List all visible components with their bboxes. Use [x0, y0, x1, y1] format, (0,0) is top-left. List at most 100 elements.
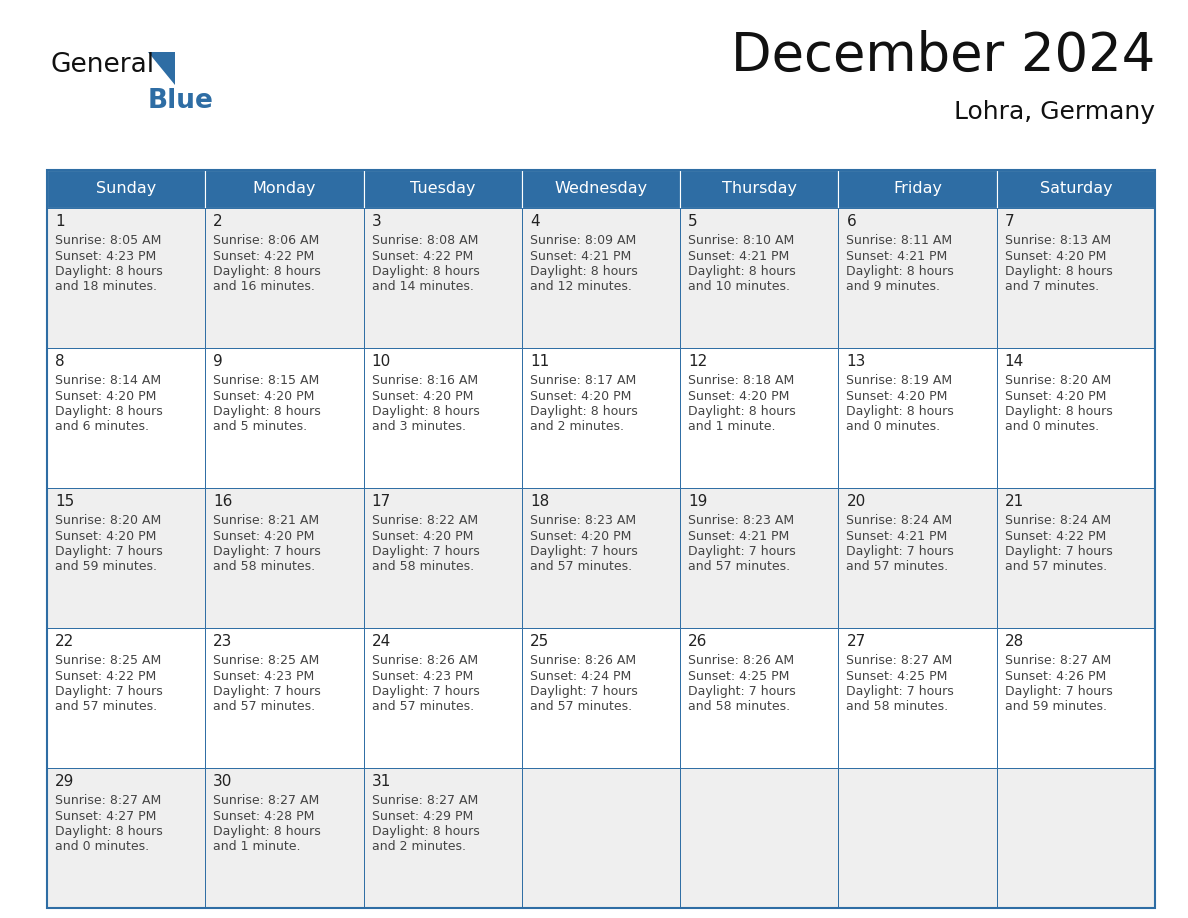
- Text: Sunset: 4:22 PM: Sunset: 4:22 PM: [55, 669, 157, 682]
- Text: 10: 10: [372, 354, 391, 369]
- Text: Sunrise: 8:26 AM: Sunrise: 8:26 AM: [688, 654, 795, 667]
- Text: 20: 20: [846, 494, 866, 509]
- Text: and 59 minutes.: and 59 minutes.: [1005, 700, 1107, 713]
- Bar: [206, 208, 364, 348]
- Text: Sunrise: 8:10 AM: Sunrise: 8:10 AM: [688, 234, 795, 247]
- Text: Friday: Friday: [893, 182, 942, 196]
- Text: 14: 14: [1005, 354, 1024, 369]
- Text: Daylight: 8 hours: Daylight: 8 hours: [530, 265, 638, 278]
- Text: Saturday: Saturday: [1040, 182, 1112, 196]
- Bar: [206, 170, 364, 208]
- Bar: [839, 208, 997, 348]
- Text: 30: 30: [214, 774, 233, 789]
- Text: Sunset: 4:20 PM: Sunset: 4:20 PM: [214, 530, 315, 543]
- Text: and 58 minutes.: and 58 minutes.: [846, 700, 948, 713]
- Text: 12: 12: [688, 354, 707, 369]
- Text: Daylight: 7 hours: Daylight: 7 hours: [55, 685, 163, 698]
- Bar: [681, 768, 839, 908]
- Text: Sunrise: 8:06 AM: Sunrise: 8:06 AM: [214, 234, 320, 247]
- Text: Sunset: 4:28 PM: Sunset: 4:28 PM: [214, 810, 315, 823]
- Bar: [997, 170, 1155, 208]
- Bar: [48, 170, 206, 208]
- Text: and 58 minutes.: and 58 minutes.: [372, 561, 474, 574]
- Bar: [48, 170, 1155, 908]
- Text: Sunset: 4:22 PM: Sunset: 4:22 PM: [1005, 530, 1106, 543]
- Text: and 57 minutes.: and 57 minutes.: [530, 561, 632, 574]
- Bar: [206, 628, 364, 768]
- Text: and 14 minutes.: and 14 minutes.: [372, 281, 474, 294]
- Text: Daylight: 8 hours: Daylight: 8 hours: [688, 405, 796, 418]
- Text: Sunset: 4:25 PM: Sunset: 4:25 PM: [846, 669, 948, 682]
- Bar: [681, 208, 839, 348]
- Text: Sunrise: 8:20 AM: Sunrise: 8:20 AM: [1005, 374, 1111, 387]
- Bar: [206, 488, 364, 628]
- Text: Daylight: 7 hours: Daylight: 7 hours: [846, 685, 954, 698]
- Text: and 0 minutes.: and 0 minutes.: [1005, 420, 1099, 433]
- Text: Sunrise: 8:26 AM: Sunrise: 8:26 AM: [530, 654, 636, 667]
- Text: December 2024: December 2024: [731, 30, 1155, 82]
- Text: and 1 minute.: and 1 minute.: [214, 841, 301, 854]
- Bar: [364, 628, 522, 768]
- Text: Sunset: 4:20 PM: Sunset: 4:20 PM: [1005, 389, 1106, 402]
- Bar: [206, 768, 364, 908]
- Text: Sunset: 4:20 PM: Sunset: 4:20 PM: [214, 389, 315, 402]
- Text: Sunset: 4:22 PM: Sunset: 4:22 PM: [372, 250, 473, 263]
- Text: Daylight: 8 hours: Daylight: 8 hours: [846, 405, 954, 418]
- Text: and 1 minute.: and 1 minute.: [688, 420, 776, 433]
- Text: Daylight: 7 hours: Daylight: 7 hours: [530, 685, 638, 698]
- Text: Sunrise: 8:17 AM: Sunrise: 8:17 AM: [530, 374, 636, 387]
- Text: Sunrise: 8:18 AM: Sunrise: 8:18 AM: [688, 374, 795, 387]
- Text: and 12 minutes.: and 12 minutes.: [530, 281, 632, 294]
- Text: and 57 minutes.: and 57 minutes.: [846, 561, 948, 574]
- Text: Tuesday: Tuesday: [410, 182, 475, 196]
- Bar: [839, 170, 997, 208]
- Text: Sunrise: 8:27 AM: Sunrise: 8:27 AM: [214, 794, 320, 807]
- Text: 24: 24: [372, 634, 391, 649]
- Text: Daylight: 8 hours: Daylight: 8 hours: [530, 405, 638, 418]
- Text: Sunset: 4:29 PM: Sunset: 4:29 PM: [372, 810, 473, 823]
- Bar: [522, 208, 681, 348]
- Text: Daylight: 8 hours: Daylight: 8 hours: [55, 265, 163, 278]
- Text: and 57 minutes.: and 57 minutes.: [1005, 561, 1107, 574]
- Text: 13: 13: [846, 354, 866, 369]
- Text: Sunrise: 8:16 AM: Sunrise: 8:16 AM: [372, 374, 478, 387]
- Bar: [206, 348, 364, 488]
- Text: Sunset: 4:21 PM: Sunset: 4:21 PM: [846, 250, 948, 263]
- Text: 19: 19: [688, 494, 708, 509]
- Text: and 7 minutes.: and 7 minutes.: [1005, 281, 1099, 294]
- Text: and 57 minutes.: and 57 minutes.: [688, 561, 790, 574]
- Text: and 3 minutes.: and 3 minutes.: [372, 420, 466, 433]
- Text: 25: 25: [530, 634, 549, 649]
- Text: 7: 7: [1005, 214, 1015, 229]
- Text: Sunset: 4:21 PM: Sunset: 4:21 PM: [688, 250, 789, 263]
- Text: Sunrise: 8:27 AM: Sunrise: 8:27 AM: [846, 654, 953, 667]
- Text: 17: 17: [372, 494, 391, 509]
- Text: Sunset: 4:20 PM: Sunset: 4:20 PM: [1005, 250, 1106, 263]
- Text: Sunset: 4:20 PM: Sunset: 4:20 PM: [55, 389, 157, 402]
- Text: Sunset: 4:26 PM: Sunset: 4:26 PM: [1005, 669, 1106, 682]
- Bar: [364, 768, 522, 908]
- Text: and 16 minutes.: and 16 minutes.: [214, 281, 315, 294]
- Text: Lohra, Germany: Lohra, Germany: [954, 100, 1155, 124]
- Text: Sunset: 4:20 PM: Sunset: 4:20 PM: [372, 389, 473, 402]
- Text: Sunrise: 8:19 AM: Sunrise: 8:19 AM: [846, 374, 953, 387]
- Text: and 57 minutes.: and 57 minutes.: [530, 700, 632, 713]
- Text: Sunset: 4:23 PM: Sunset: 4:23 PM: [214, 669, 315, 682]
- Bar: [48, 348, 206, 488]
- Text: Daylight: 7 hours: Daylight: 7 hours: [846, 545, 954, 558]
- Text: 5: 5: [688, 214, 697, 229]
- Bar: [997, 768, 1155, 908]
- Text: Sunrise: 8:11 AM: Sunrise: 8:11 AM: [846, 234, 953, 247]
- Text: General: General: [50, 52, 154, 78]
- Text: and 2 minutes.: and 2 minutes.: [372, 841, 466, 854]
- Text: Blue: Blue: [148, 88, 214, 114]
- Text: 22: 22: [55, 634, 74, 649]
- Bar: [522, 170, 681, 208]
- Bar: [839, 628, 997, 768]
- Text: Sunrise: 8:27 AM: Sunrise: 8:27 AM: [1005, 654, 1111, 667]
- Text: and 58 minutes.: and 58 minutes.: [214, 561, 315, 574]
- Text: Sunset: 4:22 PM: Sunset: 4:22 PM: [214, 250, 315, 263]
- Bar: [364, 208, 522, 348]
- Text: and 5 minutes.: and 5 minutes.: [214, 420, 308, 433]
- Bar: [839, 768, 997, 908]
